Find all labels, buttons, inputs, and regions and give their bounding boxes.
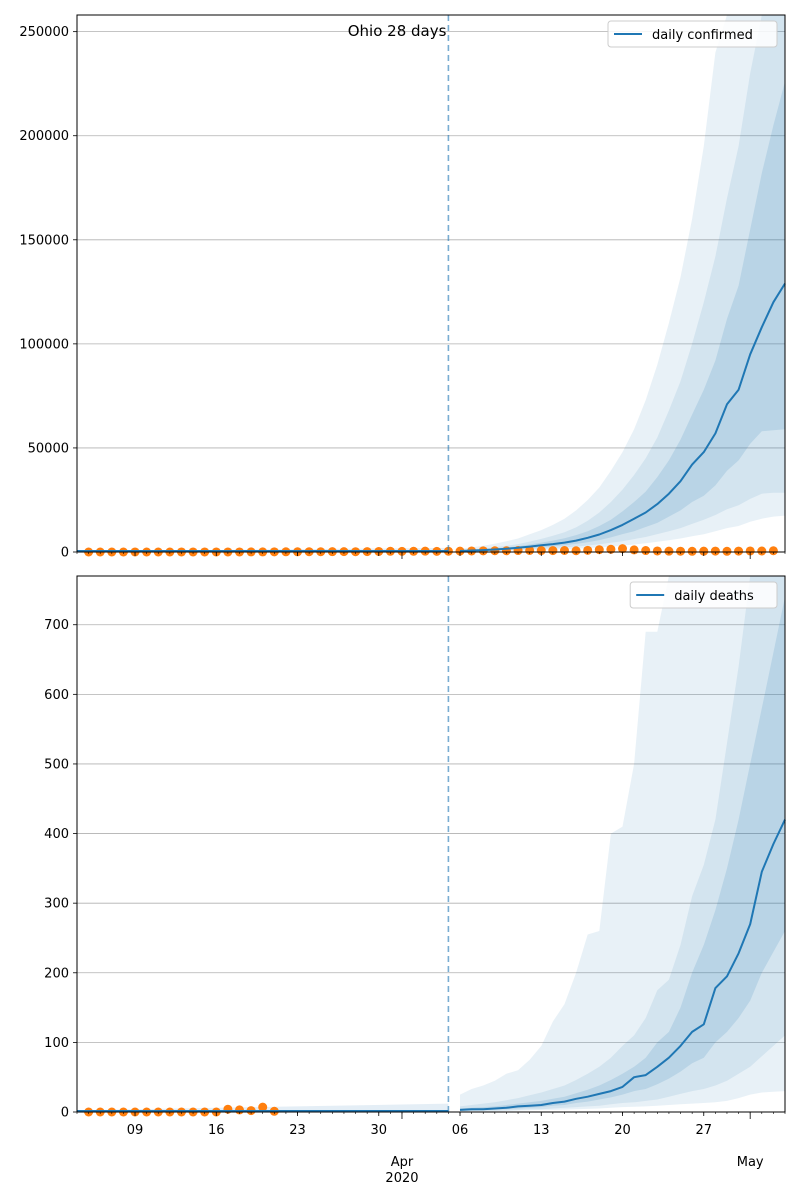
- deaths-x-ticks: [76, 1112, 786, 1119]
- deaths-gridlines: [77, 624, 785, 1113]
- y-tick-label: 250000: [19, 25, 69, 40]
- y-tick-label: 200000: [19, 129, 69, 144]
- confidence-band: [460, 576, 785, 1112]
- legend-box: [629, 581, 778, 609]
- series-line: [459, 819, 786, 1111]
- observed-point: [525, 545, 535, 555]
- observed-point: [641, 546, 651, 556]
- y-tick-label: 100: [44, 1036, 69, 1051]
- y-tick-label: 150000: [19, 233, 69, 248]
- observed-point: [768, 546, 778, 556]
- deaths-bands: [77, 576, 785, 1112]
- observed-point: [710, 546, 720, 556]
- y-tick-label: 500: [44, 757, 69, 772]
- chart-title: Ohio 28 days: [348, 22, 447, 40]
- observed-point: [676, 546, 686, 556]
- confirmed-y-ticks: 0 50000 100000 150000 200000 250000: [19, 25, 77, 561]
- deaths-axes-frame: [76, 575, 786, 1113]
- x-year-label: 2020: [385, 1171, 418, 1186]
- y-tick-label: 300: [44, 897, 69, 912]
- observed-point: [687, 546, 697, 556]
- legend-box: [607, 20, 778, 48]
- observed-point: [734, 546, 744, 556]
- observed-point: [745, 546, 755, 556]
- legend-label: daily confirmed: [652, 28, 753, 43]
- y-tick-label: 600: [44, 688, 69, 703]
- deaths-series: [77, 819, 786, 1112]
- observed-point: [258, 1102, 268, 1112]
- confidence-band: [460, 15, 785, 552]
- observed-point: [618, 544, 628, 554]
- deaths-y-ticks: 0 100 200 300 400 500 600 700: [44, 618, 77, 1121]
- legend-label: daily deaths: [674, 589, 754, 604]
- x-tick-label: 13: [533, 1123, 550, 1138]
- y-tick-label: 700: [44, 618, 69, 633]
- x-tick-label: 20: [614, 1123, 631, 1138]
- deaths-observed-points: [84, 1102, 279, 1117]
- observed-point: [548, 546, 558, 556]
- observed-point: [699, 546, 709, 556]
- y-tick-label: 50000: [28, 441, 69, 456]
- observed-point: [664, 546, 674, 556]
- deaths-panel: 0 100 200 300 400 500 600 700 09 16 23 30 06 13 20 27 A…: [44, 575, 786, 1186]
- x-tick-label: 23: [289, 1123, 306, 1138]
- observed-point: [559, 546, 569, 556]
- y-tick-label: 200: [44, 966, 69, 981]
- confirmed-panel: 0 50000 100000 150000 200000 250000 Ohio 28 d…: [19, 14, 786, 561]
- confirmed-x-ticks: [76, 552, 786, 559]
- observed-point: [652, 546, 662, 556]
- observed-point: [571, 546, 581, 556]
- observed-point: [722, 546, 732, 556]
- confidence-band: [460, 81, 785, 552]
- y-tick-label: 0: [61, 1106, 69, 1121]
- confidence-band: [460, 576, 785, 1112]
- deaths-legend: daily deaths: [629, 581, 778, 609]
- y-tick-label: 100000: [19, 337, 69, 352]
- confirmed-series: [77, 282, 786, 552]
- x-tick-label: 27: [695, 1123, 712, 1138]
- x-month-label: May: [737, 1155, 764, 1170]
- confirmed-bands: [77, 15, 785, 552]
- y-tick-label: 0: [61, 546, 69, 561]
- x-tick-label: 09: [127, 1123, 144, 1138]
- x-month-label: Apr: [391, 1155, 414, 1170]
- confirmed-axes-frame: [76, 14, 786, 553]
- y-tick-label: 400: [44, 827, 69, 842]
- confidence-band: [460, 596, 785, 1111]
- x-axis-date-labels: 09 16 23 30 06 13 20 27 Apr May 2020: [127, 1123, 764, 1186]
- x-tick-label: 16: [208, 1123, 225, 1138]
- observed-point: [757, 546, 767, 556]
- confidence-band: [460, 15, 785, 552]
- observed-point: [536, 546, 546, 556]
- observed-point: [583, 545, 593, 555]
- x-tick-label: 06: [452, 1123, 469, 1138]
- x-tick-label: 30: [370, 1123, 387, 1138]
- confirmed-legend: daily confirmed: [607, 20, 778, 48]
- series-line: [459, 282, 786, 552]
